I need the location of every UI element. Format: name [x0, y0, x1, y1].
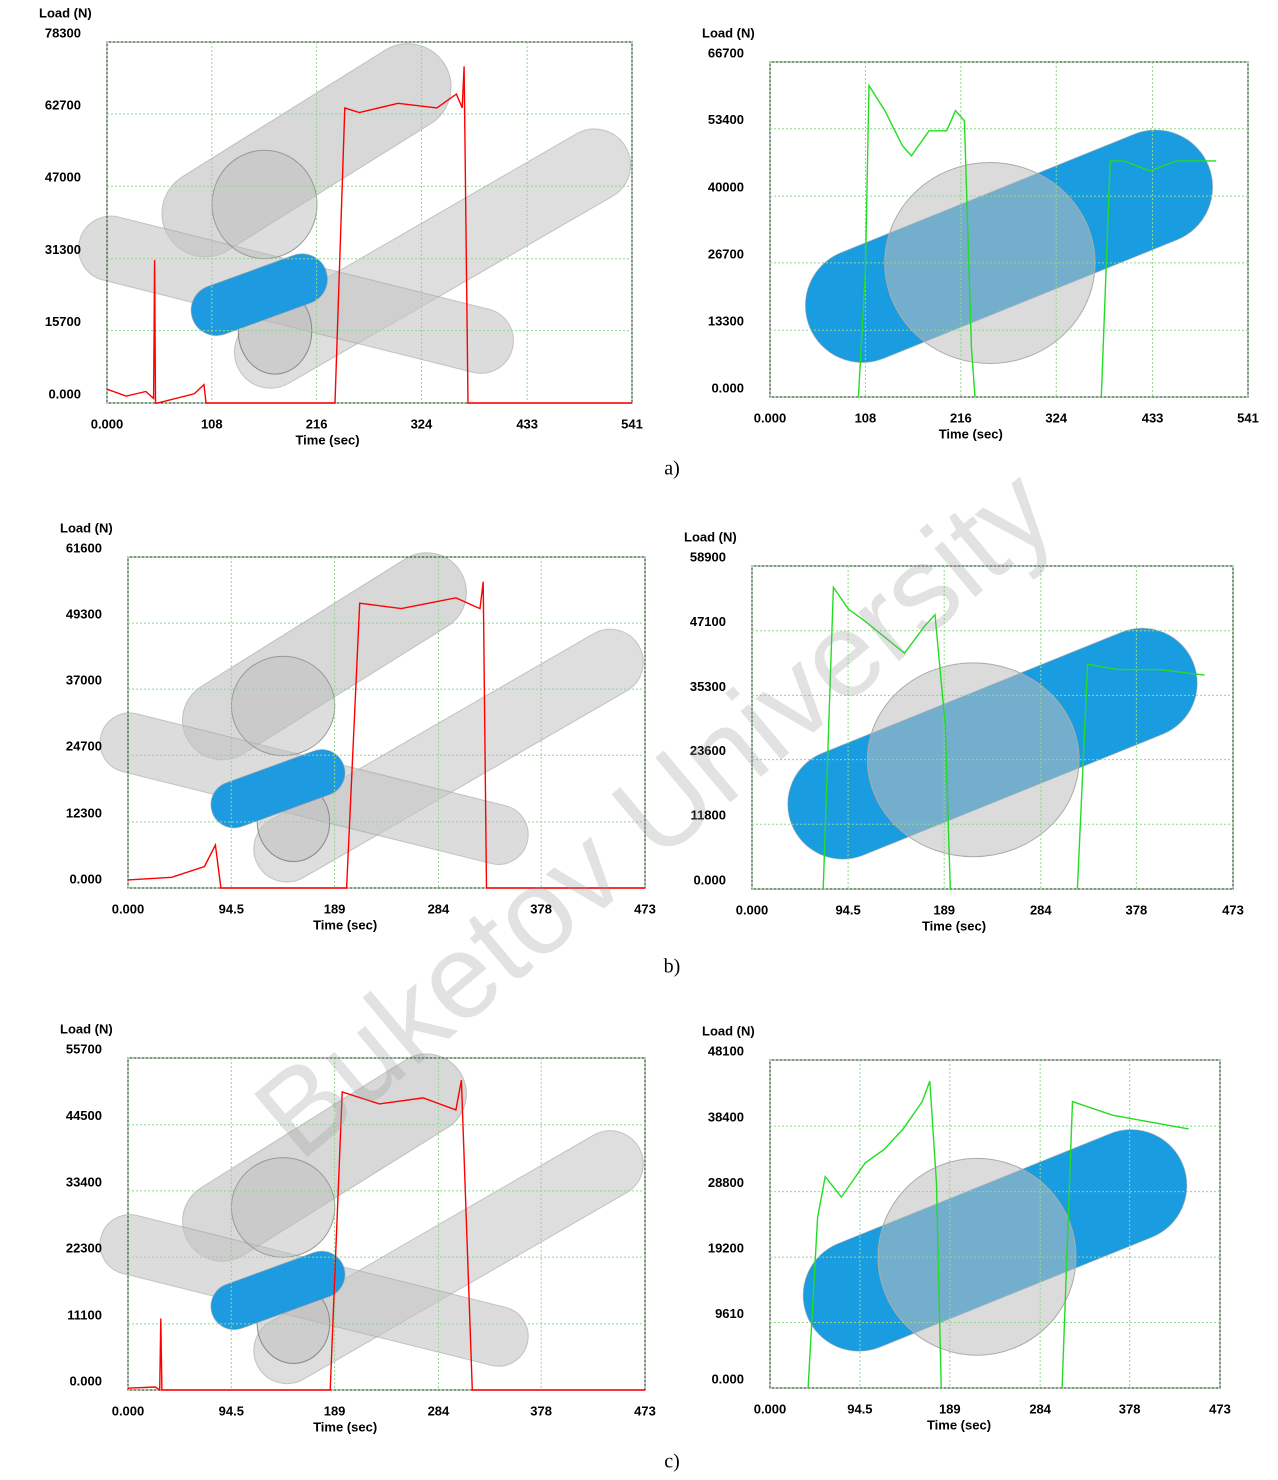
y-axis-label: Load (N): [702, 25, 755, 40]
y-tick-label: 55700: [66, 1041, 102, 1056]
y-tick-label: 12300: [66, 805, 102, 820]
roll-shape: [231, 656, 334, 755]
x-tick-label: 0.000: [754, 410, 787, 425]
x-axis-label: Time (sec): [295, 432, 359, 447]
x-tick-label: 324: [411, 416, 433, 431]
x-tick-label: 0.000: [112, 901, 145, 916]
x-tick-label: 433: [1142, 410, 1164, 425]
y-tick-label: 58900: [690, 549, 726, 564]
roll-shape: [212, 150, 317, 258]
y-tick-label: 53400: [708, 112, 744, 127]
x-tick-label: 189: [939, 1401, 961, 1416]
y-tick-label: 0.000: [48, 386, 81, 401]
y-tick-label: 61600: [66, 540, 102, 555]
x-tick-label: 0.000: [91, 416, 124, 431]
y-tick-label: 24700: [66, 739, 102, 754]
x-tick-label: 189: [324, 901, 346, 916]
y-tick-label: 0.000: [69, 1373, 102, 1388]
x-tick-label: 473: [1222, 902, 1244, 917]
x-tick-label: 433: [516, 416, 538, 431]
y-tick-label: 0.000: [711, 1371, 744, 1386]
x-tick-label: 378: [530, 1403, 552, 1418]
x-tick-label: 0.000: [736, 902, 769, 917]
y-axis-label: Load (N): [60, 1021, 113, 1036]
x-tick-label: 0.000: [754, 1401, 787, 1416]
y-tick-label: 0.000: [711, 380, 744, 395]
y-tick-label: 48100: [708, 1043, 744, 1058]
plot: 0.000 13300 26700 40000 53400 66700 0.000 108 21…: [702, 25, 1259, 441]
y-tick-label: 78300: [45, 25, 81, 40]
y-tick-label: 33400: [66, 1174, 102, 1189]
x-axis-label: Time (sec): [939, 426, 1003, 441]
x-axis-label: Time (sec): [313, 917, 377, 932]
y-tick-label: 62700: [45, 97, 81, 112]
x-tick-label: 94.5: [219, 901, 244, 916]
figure: a) b) c) 0.00015700313004700062700783000…: [0, 0, 1278, 1475]
y-tick-label: 15700: [45, 314, 81, 329]
y-tick-label: 40000: [708, 180, 744, 195]
y-tick-label: 37000: [66, 673, 102, 688]
x-axis-label: Time (sec): [927, 1417, 991, 1432]
y-tick-label: 19200: [708, 1241, 744, 1256]
x-tick-label: 284: [1029, 1401, 1051, 1416]
panel-label: a): [664, 458, 680, 480]
panel-label: c): [664, 1451, 680, 1473]
y-axis-label: Load (N): [39, 5, 92, 20]
x-tick-label: 378: [1119, 1401, 1141, 1416]
y-tick-label: 11100: [67, 1307, 102, 1322]
x-tick-label: 108: [201, 416, 223, 431]
x-tick-label: 216: [306, 416, 328, 431]
plot: 0.000 9610 19200 28800 38400 48100 0.000 94.5 18…: [702, 1023, 1231, 1432]
y-tick-label: 0.000: [69, 871, 102, 886]
y-tick-label: 44500: [66, 1108, 102, 1123]
x-tick-label: 473: [634, 1403, 656, 1418]
y-tick-label: 28800: [708, 1175, 744, 1190]
y-axis-label: Load (N): [702, 1023, 755, 1038]
y-tick-label: 66700: [708, 45, 744, 60]
y-tick-label: 47100: [690, 614, 726, 629]
panel-label: b): [664, 956, 681, 978]
y-tick-label: 49300: [66, 607, 102, 622]
x-tick-label: 284: [428, 1403, 450, 1418]
y-tick-label: 22300: [66, 1241, 102, 1256]
x-tick-label: 108: [855, 410, 877, 425]
x-tick-label: 94.5: [219, 1403, 244, 1418]
x-tick-label: 284: [1030, 902, 1052, 917]
y-tick-label: 47000: [45, 170, 81, 185]
y-tick-label: 9610: [715, 1306, 744, 1321]
x-tick-label: 473: [1209, 1401, 1231, 1416]
y-axis-label: Load (N): [60, 520, 113, 535]
x-tick-label: 216: [950, 410, 972, 425]
x-tick-label: 94.5: [847, 1401, 872, 1416]
plot: 0.000 15700 31300 47000 62700 78300 0.000 108 21…: [39, 5, 644, 447]
y-axis-label: Load (N): [684, 529, 737, 544]
x-axis-label: Time (sec): [922, 918, 986, 933]
x-tick-label: 94.5: [835, 902, 860, 917]
x-tick-label: 324: [1045, 410, 1067, 425]
x-axis-label: Time (sec): [313, 1419, 377, 1434]
y-tick-label: 26700: [708, 246, 744, 261]
x-tick-label: 541: [1237, 410, 1259, 425]
y-tick-label: 13300: [708, 314, 744, 329]
y-tick-label: 0.000: [693, 872, 726, 887]
x-tick-label: 378: [1126, 902, 1148, 917]
x-tick-label: 541: [621, 416, 643, 431]
x-tick-label: 189: [933, 902, 955, 917]
x-tick-label: 0.000: [112, 1403, 145, 1418]
y-tick-label: 38400: [708, 1110, 744, 1125]
y-tick-label: 31300: [45, 242, 81, 257]
x-tick-label: 189: [324, 1403, 346, 1418]
